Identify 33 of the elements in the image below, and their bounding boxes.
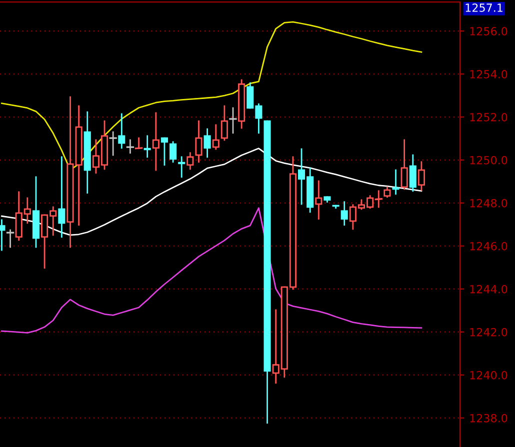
y-tick-label: 1240.0 [470,370,508,380]
candlestick [195,120,202,163]
candlestick [178,156,186,178]
line-series [1,21,422,171]
candlestick [32,176,40,248]
candlestick [409,154,416,192]
y-tick-label: 1238.0 [470,414,508,422]
candlestick [126,139,134,154]
candlestick [238,79,246,129]
candlestick [109,131,117,156]
candlestick [144,135,151,158]
y-tick-label: 1254.0 [470,70,508,78]
candlestick [6,229,14,248]
y-tick-label: 1248.0 [470,198,508,208]
y-tick-label: 1252.0 [470,112,508,122]
y-tick-label: 1250.0 [470,156,508,164]
y-tick-label: 1256.0 [470,26,508,36]
candlestick [152,112,160,171]
candlestick [229,107,237,134]
candlestick [186,152,194,170]
candlestick [340,201,348,226]
candlestick [204,128,211,158]
candlestick [118,113,126,149]
y-tick-label: 1246.0 [470,242,508,250]
y-tick-label: 1242.0 [470,328,508,336]
candlestick [392,169,400,195]
candlestick [58,156,66,238]
text: 1257.1 [466,3,502,12]
candlestick [384,186,391,198]
candlestick [315,180,322,220]
y-tick-label: 1244.0 [470,284,508,294]
line-series [1,207,422,334]
candlestick [84,111,91,194]
